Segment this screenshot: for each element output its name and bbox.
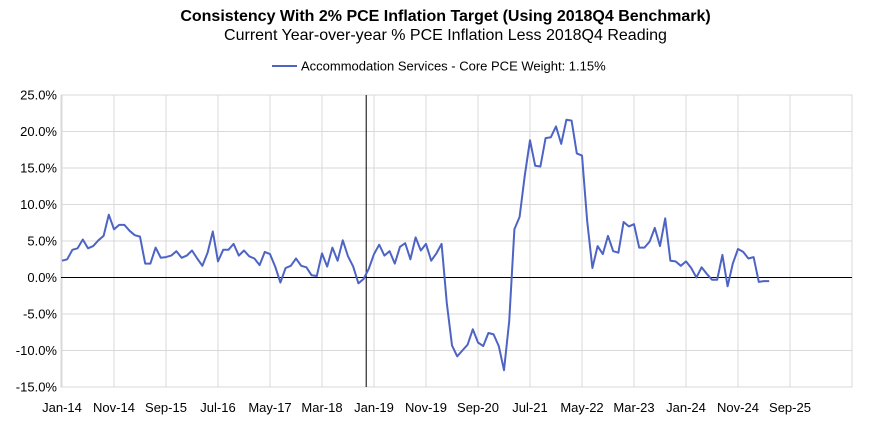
chart-subtitle: Current Year-over-year % PCE Inflation L… (224, 27, 667, 44)
x-tick-label: Jan-14 (42, 400, 82, 415)
y-tick-label: 0.0% (27, 270, 57, 285)
x-tick-label: Nov-14 (93, 400, 135, 415)
x-tick-label: Nov-19 (405, 400, 447, 415)
x-tick-label: Sep-20 (457, 400, 499, 415)
x-tick-label: Jul-21 (512, 400, 547, 415)
x-tick-label: Mar-23 (613, 400, 654, 415)
plot-area-border (60, 94, 853, 388)
x-tick-label: May-22 (560, 400, 603, 415)
legend-label: Accommodation Services - Core PCE Weight… (301, 59, 606, 74)
x-tick-label: Jan-24 (666, 400, 706, 415)
x-tick-label: Mar-18 (301, 400, 342, 415)
y-tick-label: 25.0% (20, 88, 57, 103)
x-tick-label: Jan-19 (354, 400, 394, 415)
y-tick-label: -5.0% (23, 307, 57, 322)
x-tick-label: May-17 (248, 400, 291, 415)
y-tick-label: -10.0% (16, 343, 58, 358)
series-line (61, 118, 770, 372)
chart-title: Consistency With 2% PCE Inflation Target… (180, 8, 711, 25)
x-tick-label: Sep-15 (145, 400, 187, 415)
x-tick-label: Sep-25 (769, 400, 811, 415)
x-tick-label: Jul-16 (200, 400, 235, 415)
y-tick-label: 20.0% (20, 124, 57, 139)
y-tick-label: 5.0% (27, 234, 57, 249)
y-tick-label: 10.0% (20, 197, 57, 212)
y-tick-label: 15.0% (20, 161, 57, 176)
y-tick-label: -15.0% (16, 380, 58, 395)
x-tick-label: Nov-24 (717, 400, 759, 415)
